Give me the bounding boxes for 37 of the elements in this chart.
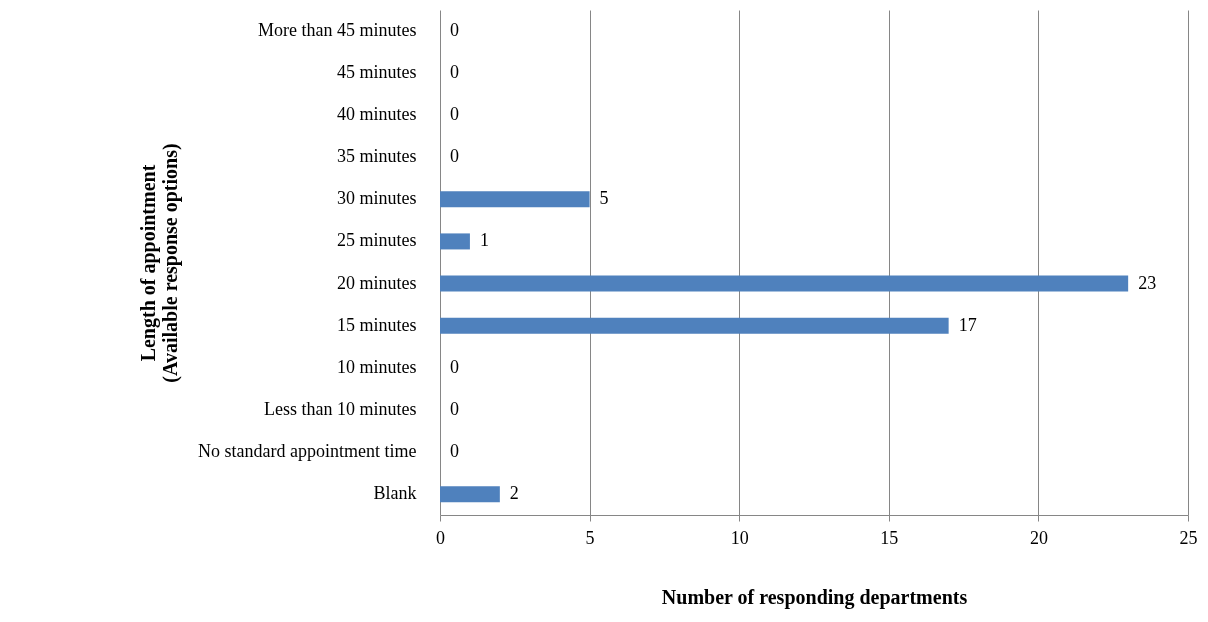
- data-label: 0: [450, 19, 459, 40]
- y-tick-label: Blank: [373, 483, 417, 504]
- data-label: 2: [509, 483, 519, 504]
- y-tick-label: 45 minutes: [337, 61, 417, 82]
- y-tick-label: 30 minutes: [337, 188, 417, 209]
- data-label: 17: [958, 314, 977, 335]
- data-label: 0: [450, 441, 459, 462]
- bar: [440, 486, 500, 503]
- x-axis-title: Number of responding departments: [661, 585, 968, 609]
- y-tick-label: 40 minutes: [337, 103, 417, 124]
- data-label: 1: [479, 230, 489, 251]
- x-tick-label: 0: [436, 527, 445, 548]
- bar: [440, 191, 590, 208]
- data-label: 0: [450, 103, 459, 124]
- x-tick-label: 10: [730, 527, 749, 548]
- y-tick-label: 25 minutes: [337, 230, 417, 251]
- data-label: 0: [450, 61, 459, 82]
- y-tick-label: 20 minutes: [337, 272, 417, 293]
- y-tick-label: 15 minutes: [337, 314, 417, 335]
- x-tick-label: 5: [585, 527, 595, 548]
- x-tick-label: 15: [880, 527, 899, 548]
- data-label: 5: [599, 188, 609, 209]
- bar: [440, 275, 1129, 292]
- y-tick-label: 35 minutes: [337, 146, 417, 167]
- data-label: 0: [450, 399, 459, 420]
- y-tick-label: No standard appointment time: [198, 441, 417, 462]
- y-tick-label: 10 minutes: [337, 356, 417, 377]
- x-tick-label: 20: [1029, 527, 1048, 548]
- data-label: 0: [450, 146, 459, 167]
- y-tick-label: Less than 10 minutes: [264, 399, 417, 420]
- bar: [440, 317, 949, 334]
- y-axis-title: Length of appointment (Available response options): [136, 143, 182, 383]
- y-tick-label: More than 45 minutes: [258, 19, 417, 40]
- x-tick-label: 25: [1179, 527, 1198, 548]
- bar: [440, 233, 470, 250]
- data-label: 0: [450, 356, 459, 377]
- data-label: 23: [1138, 272, 1157, 293]
